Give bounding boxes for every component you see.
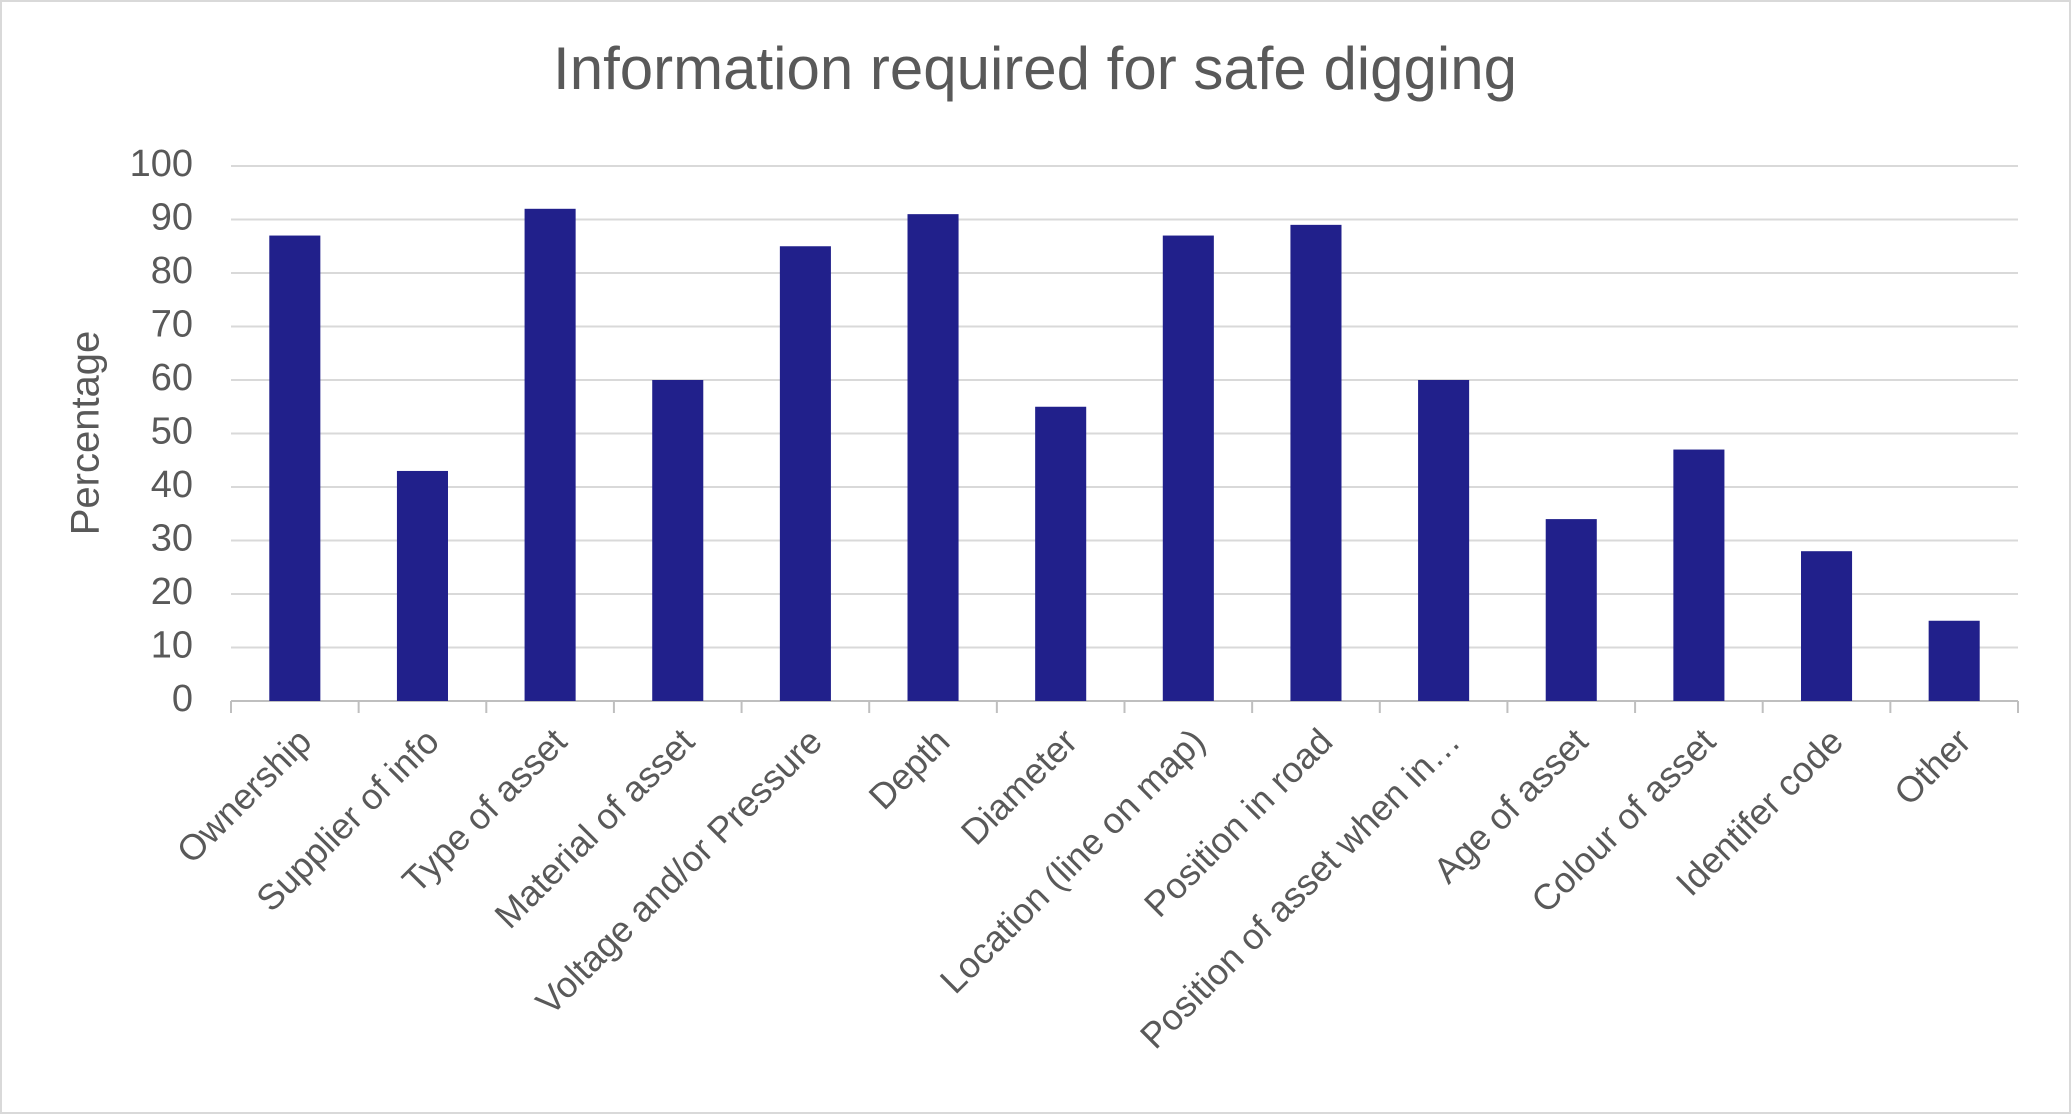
bar bbox=[1418, 380, 1470, 701]
bar bbox=[1801, 551, 1853, 701]
y-tick-label: 60 bbox=[151, 357, 193, 399]
bar bbox=[269, 235, 321, 702]
y-tick-label: 10 bbox=[151, 625, 193, 667]
y-tick-label: 40 bbox=[151, 464, 193, 506]
chart-title: Information required for safe digging bbox=[553, 35, 1517, 102]
bar bbox=[652, 380, 704, 701]
y-tick-label: 20 bbox=[151, 571, 193, 613]
bar bbox=[1162, 235, 1214, 702]
bar bbox=[779, 246, 831, 701]
bar bbox=[524, 208, 576, 702]
y-tick-label: 90 bbox=[151, 197, 193, 239]
bar bbox=[907, 214, 959, 701]
bar bbox=[1035, 406, 1087, 701]
bar bbox=[396, 470, 448, 701]
y-tick-label: 50 bbox=[151, 411, 193, 453]
y-tick-label: 80 bbox=[151, 250, 193, 292]
y-tick-label: 0 bbox=[172, 678, 193, 720]
y-tick-label: 30 bbox=[151, 518, 193, 560]
bar bbox=[1290, 224, 1342, 701]
bar bbox=[1928, 620, 1980, 701]
bar bbox=[1545, 519, 1597, 701]
bar bbox=[1673, 449, 1725, 701]
y-tick-label: 100 bbox=[130, 143, 193, 185]
y-axis-label: Percentage bbox=[64, 331, 108, 536]
y-tick-label: 70 bbox=[151, 304, 193, 346]
